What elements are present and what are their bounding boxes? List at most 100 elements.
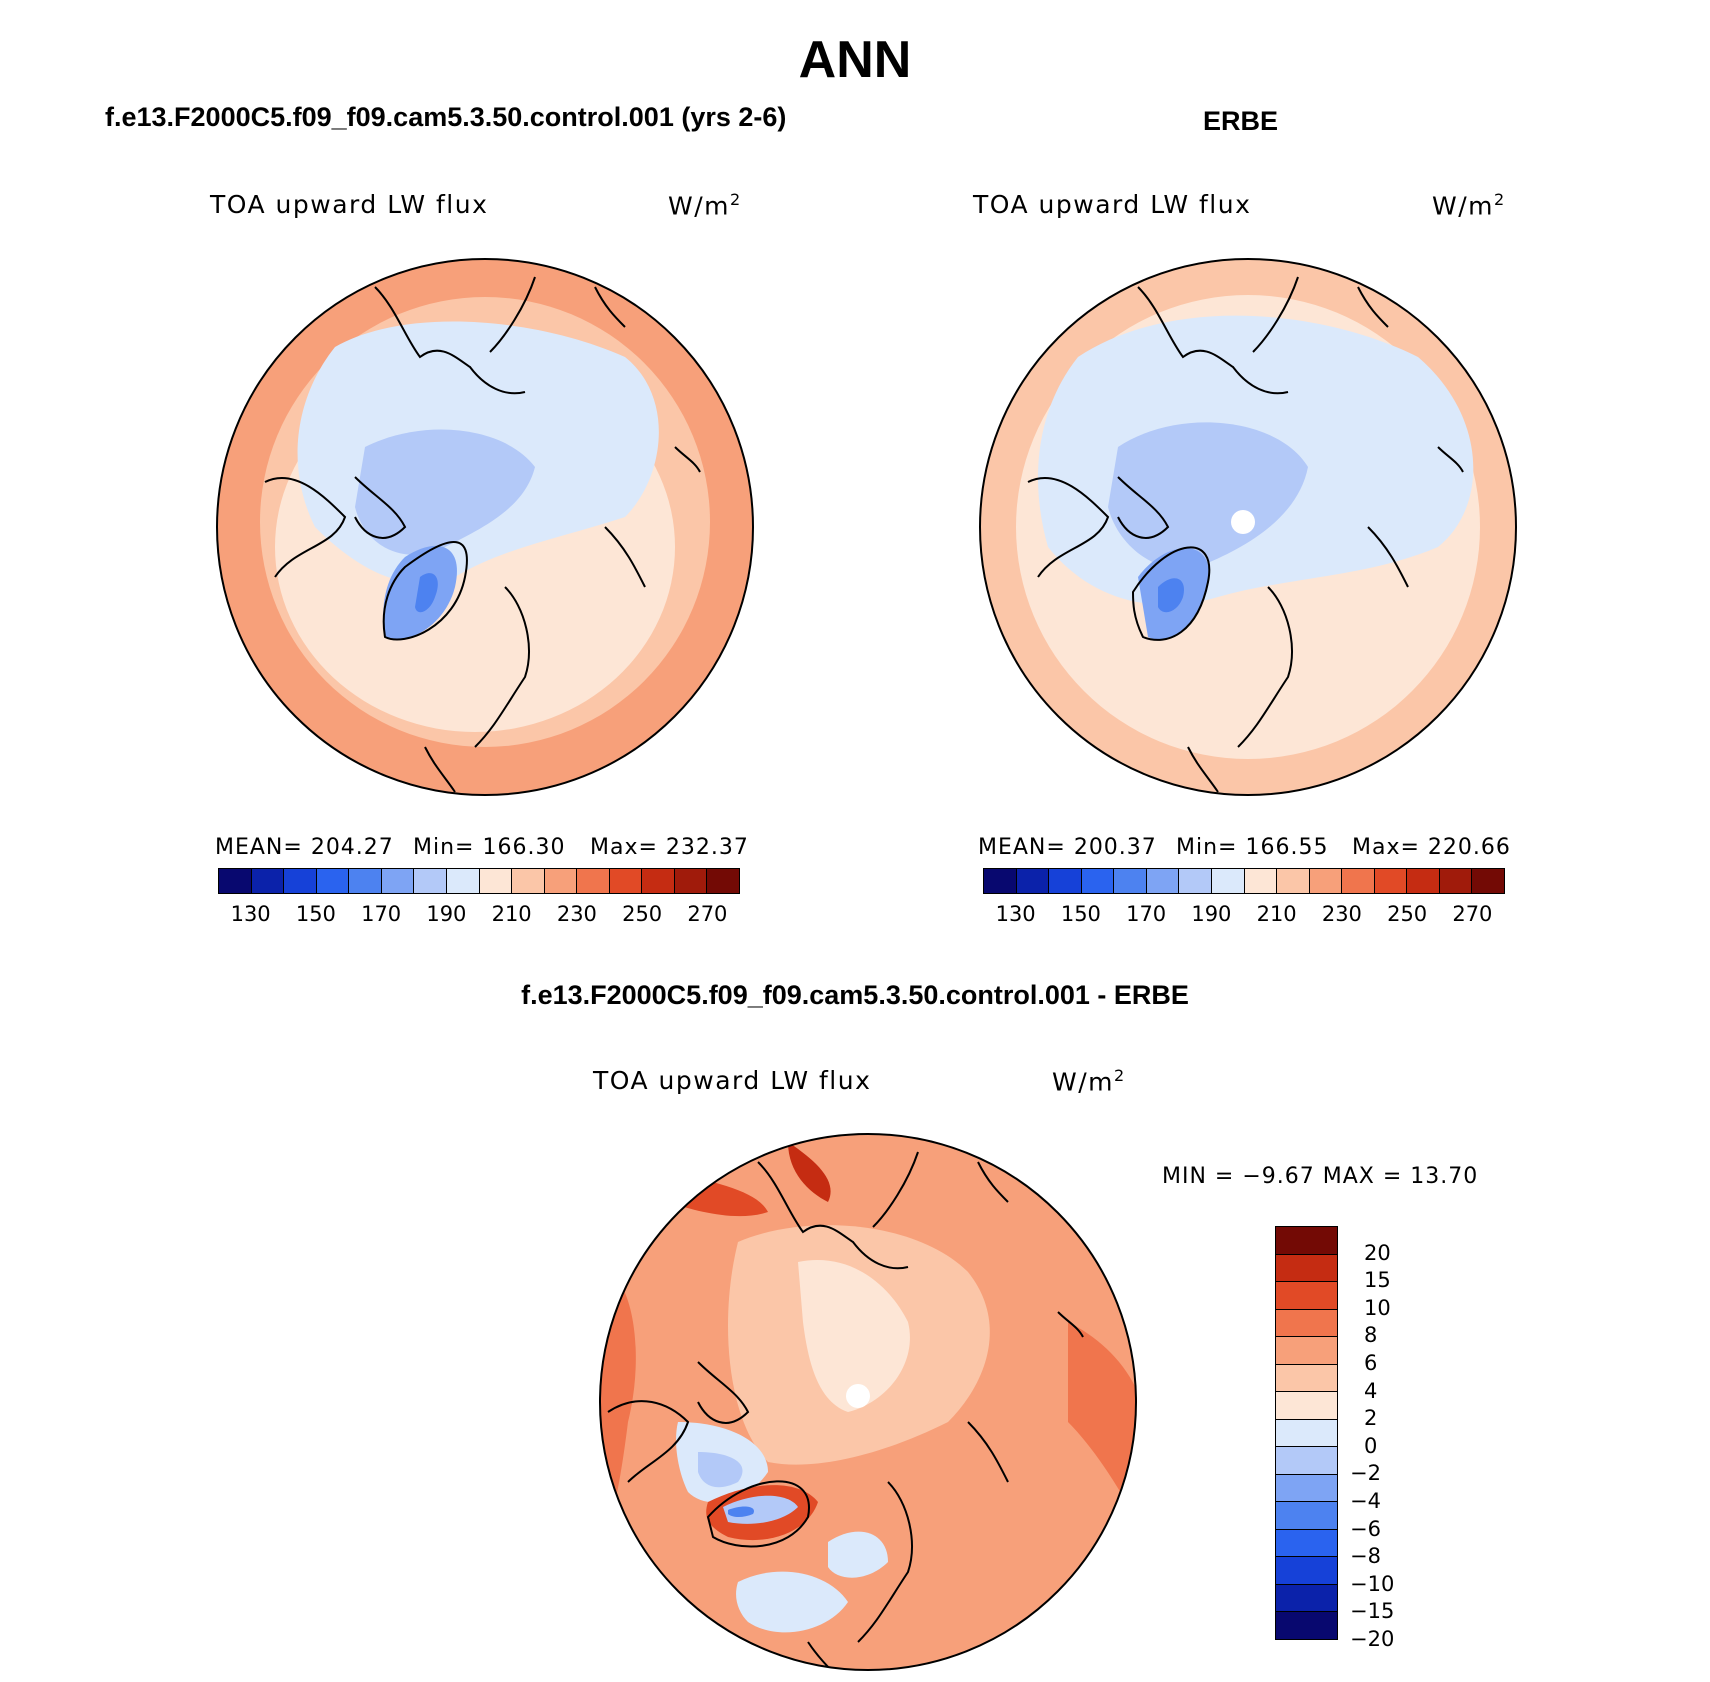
panel-obs-colorbar-box [1049,869,1082,893]
panel-model-mean: MEAN= 204.27 [215,835,394,860]
diff-colorbar-tick-label: −6 [1350,1516,1381,1541]
panel-obs-colorbar-box [1374,869,1408,893]
panel-model-colorbar-tick-label: 250 [622,902,663,926]
diff-colorbar-box [1276,1502,1337,1530]
panel-obs-colorbar-box [1309,869,1343,893]
diff-colorbar-box [1276,1227,1337,1255]
diff-colorbar-box [1276,1529,1337,1558]
diff-colorbar-tick-label: −20 [1350,1627,1395,1651]
panel-obs-field-label: TOA upward LW flux [973,190,1252,219]
panel-obs-case-title: ERBE [1203,106,1279,136]
panel-model-colorbar-box [316,869,350,893]
panel-obs-polar-map [979,258,1517,796]
panel-obs-colorbar-tick-label: 230 [1321,902,1362,926]
diff-colorbar-box [1276,1584,1337,1613]
panel-model-colorbar-tick-label: 150 [295,902,336,926]
panel-obs-units: W/m2 [1432,190,1506,221]
panel-model-colorbar-box [219,869,252,893]
panel-model-colorbar [218,868,740,894]
diff-colorbar-tick-label: 2 [1364,1406,1378,1431]
panel-obs-colorbar-box [1016,869,1050,893]
diff-minmax: MIN = −9.67 MAX = 13.70 [1162,1164,1479,1189]
diff-colorbar-tick-label: 20 [1364,1240,1391,1265]
main-title: ANN [798,31,912,89]
panel-obs-colorbar-tick-label: 250 [1387,902,1428,926]
panel-obs-colorbar-box [1211,869,1245,893]
panel-model-colorbar-tick-label: 270 [687,902,728,926]
panel-obs-colorbar-box [1439,869,1473,893]
panel-obs-max: Max= 220.66 [1352,835,1511,860]
panel-model-colorbar-tick-label: 130 [230,902,271,926]
diff-colorbar-box [1276,1612,1337,1639]
panel-model-colorbar-box [381,869,415,893]
diff-polar-map [599,1133,1137,1671]
diff-field-label: TOA upward LW flux [593,1066,872,1095]
panel-model-colorbar-box [349,869,382,893]
panel-obs-colorbar-box [1146,869,1180,893]
panel-model-colorbar-box [544,869,578,893]
panel-model-colorbar-box [446,869,480,893]
panel-obs-colorbar-box [1277,869,1310,893]
panel-model-colorbar-box [674,869,708,893]
panel-obs-colorbar-tick-label: 170 [1126,902,1167,926]
diff-colorbar-box [1276,1557,1337,1585]
panel-obs-colorbar-ticks: 130 150 170 190 210 230 250 270 [983,902,1505,932]
panel-obs-colorbar-box [1244,869,1278,893]
diff-colorbar-box [1276,1392,1337,1420]
panel-obs-colorbar-tick-label: 190 [1191,902,1232,926]
panel-model-colorbar-box [414,869,447,893]
panel-model-colorbar-box [609,869,643,893]
panel-obs-colorbar-box [1342,869,1375,893]
diff-colorbar-tick-label: 4 [1364,1378,1378,1403]
diff-colorbar-tick-label: −10 [1350,1571,1395,1596]
panel-model-colorbar-box [642,869,675,893]
panel-obs-colorbar-box [1114,869,1147,893]
diff-colorbar-tick-label: 0 [1364,1433,1378,1458]
diff-colorbar-box [1276,1364,1337,1393]
panel-model-colorbar-tick-label: 230 [556,902,597,926]
panel-obs-colorbar-box [1472,869,1504,893]
diff-colorbar-tick-label: 6 [1364,1351,1378,1375]
diff-units: W/m2 [1052,1066,1126,1097]
diff-colorbar-box [1276,1337,1337,1365]
panel-obs-colorbar-box [1407,869,1440,893]
diff-colorbar-box [1276,1419,1337,1448]
diff-colorbar [1275,1226,1338,1640]
diff-colorbar-tick-label: −4 [1350,1489,1381,1513]
panel-model-colorbar-box [707,869,739,893]
diff-colorbar-tick-label: 8 [1364,1323,1378,1348]
panel-obs-colorbar-tick-label: 270 [1452,902,1493,926]
diff-colorbar-tick-label: 10 [1364,1295,1391,1320]
panel-model-colorbar-box [577,869,610,893]
panel-model-colorbar-box [479,869,513,893]
panel-obs-colorbar-tick-label: 130 [995,902,1036,926]
panel-model-min: Min= 166.30 [413,835,566,860]
panel-model-colorbar-tick-label: 210 [491,902,532,926]
diff-colorbar-box [1276,1447,1337,1475]
diff-colorbar-box [1276,1309,1337,1338]
panel-obs-colorbar [983,868,1505,894]
panel-model-colorbar-box [284,869,317,893]
panel-obs-colorbar-box [1179,869,1212,893]
diff-colorbar-tick-label: −2 [1350,1461,1381,1486]
diff-colorbar-ticks: 20 15 10 8 6 4 2 0 −2 −4 −6 −8 −10 −15 −20 [1350,1226,1440,1651]
panel-obs-colorbar-box [984,869,1017,893]
diff-colorbar-box [1276,1474,1337,1503]
diff-colorbar-tick-label: −15 [1350,1599,1395,1624]
panel-model-colorbar-box [251,869,285,893]
diff-case-title: f.e13.F2000C5.f09_f09.cam5.3.50.control.… [521,980,1189,1010]
panel-obs-mean: MEAN= 200.37 [978,835,1157,860]
panel-model-field-label: TOA upward LW flux [210,190,489,219]
panel-model-case-title: f.e13.F2000C5.f09_f09.cam5.3.50.control.… [105,102,787,132]
diff-colorbar-box [1276,1254,1337,1283]
diff-colorbar-tick-label: −8 [1350,1544,1381,1569]
panel-model-max: Max= 232.37 [590,835,749,860]
panel-model-units: W/m2 [668,190,742,221]
panel-model-colorbar-box [512,869,545,893]
diff-colorbar-tick-label: 15 [1364,1268,1391,1293]
diff-colorbar-box [1276,1282,1337,1310]
panel-obs-colorbar-tick-label: 210 [1256,902,1297,926]
panel-obs-colorbar-tick-label: 150 [1060,902,1101,926]
panel-model-colorbar-ticks: 130 150 170 190 210 230 250 270 [218,902,740,932]
panel-obs-min: Min= 166.55 [1176,835,1329,860]
